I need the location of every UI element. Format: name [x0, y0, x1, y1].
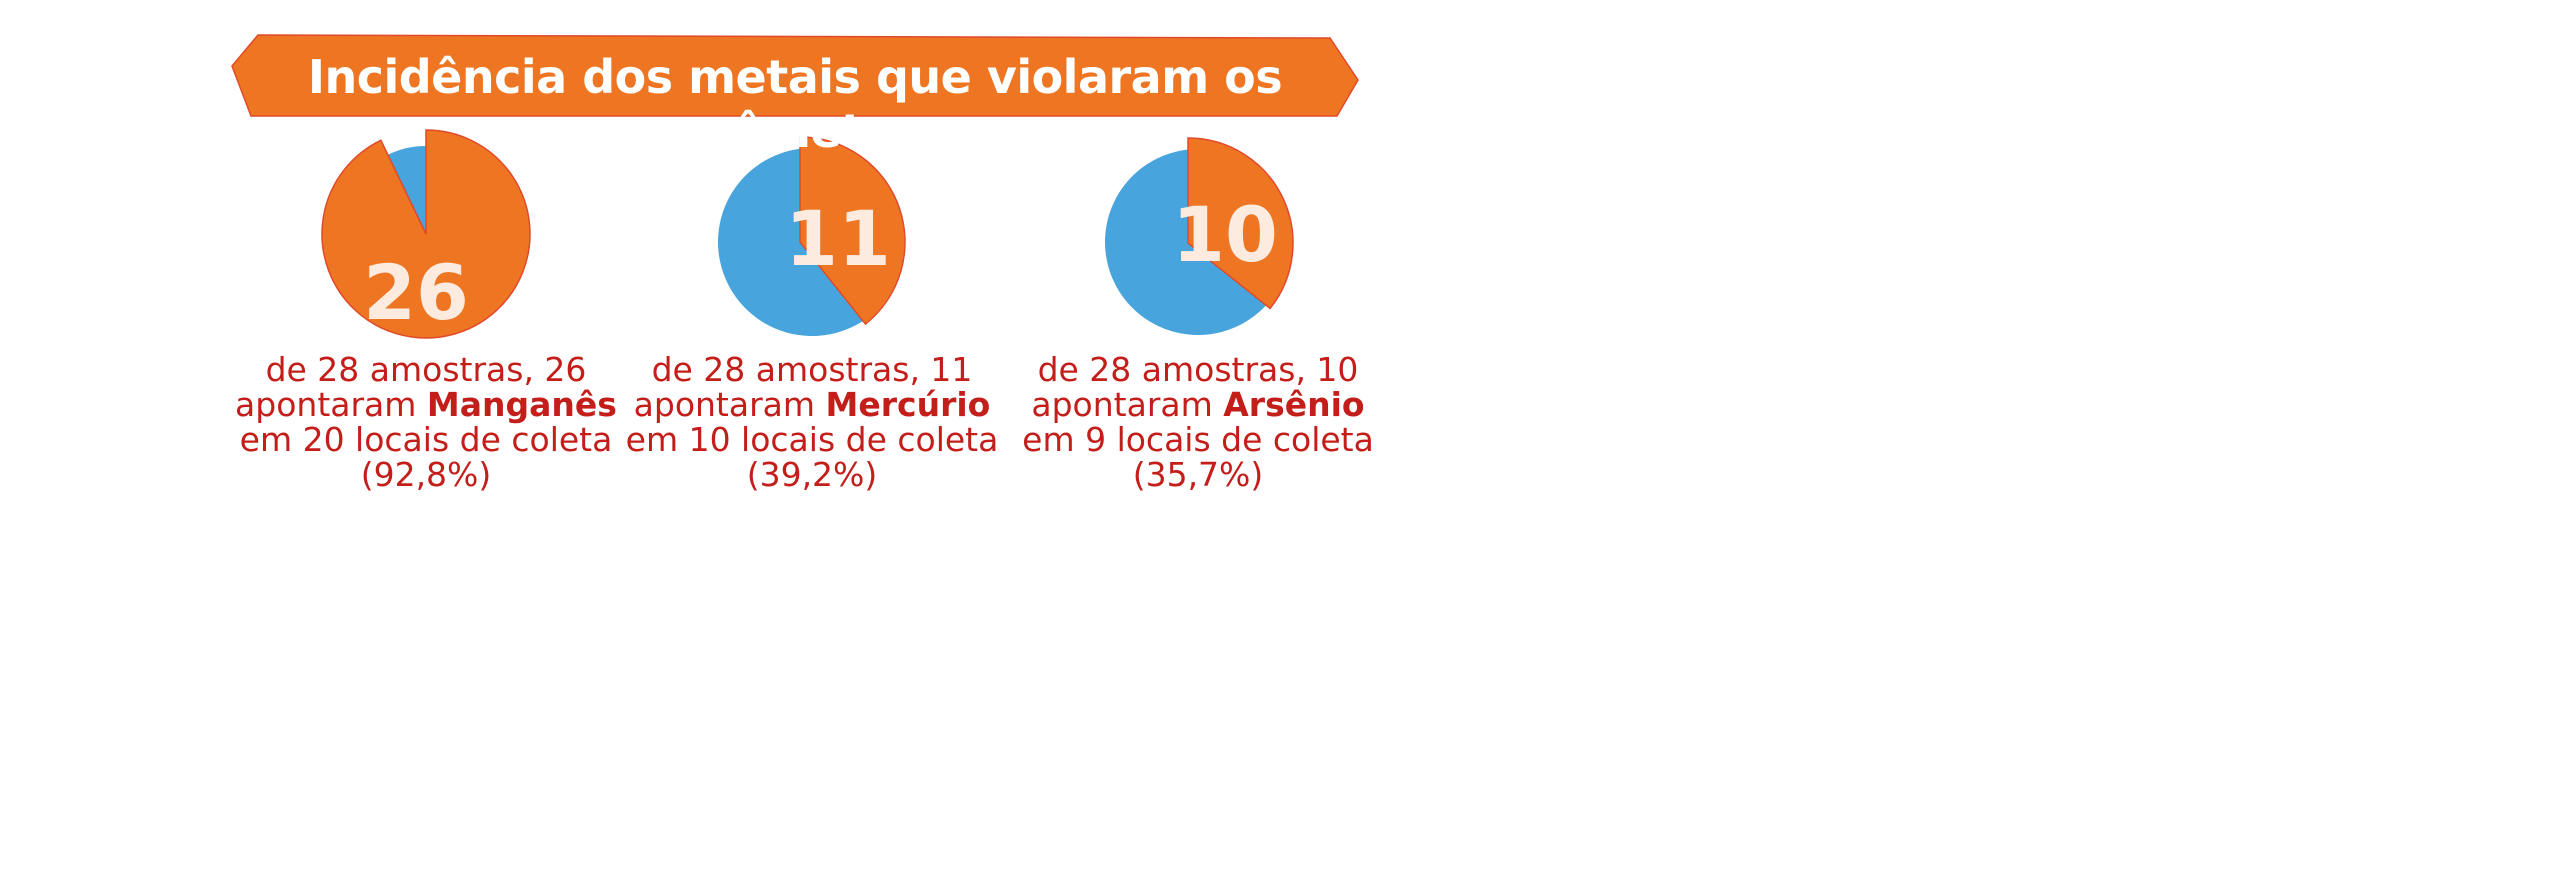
- caption-text: apontaram: [235, 385, 427, 424]
- page-title: Incidência dos metais que violaram os pa…: [307, 50, 1283, 158]
- metal-name: Manganês: [426, 385, 617, 424]
- title-banner: [231, 34, 1359, 117]
- pie-value-label: 11: [785, 194, 891, 283]
- caption-text: apontaram: [633, 385, 826, 424]
- caption-mercurio: de 28 amostras, 11 apontaram Mercúrio em…: [592, 352, 1032, 492]
- pie-slice-remaining: [387, 146, 426, 234]
- caption-line: em 20 locais de coleta: [239, 420, 613, 459]
- caption-line: apontaram Manganês: [206, 387, 646, 422]
- caption-percent: (35,7%): [1132, 455, 1264, 494]
- pie-value-label: 26: [363, 248, 469, 337]
- pie-value-label: 10: [1172, 190, 1278, 279]
- caption-line: de 28 amostras, 26: [265, 350, 587, 389]
- metal-name: Mercúrio: [825, 385, 991, 424]
- caption-line: em 9 locais de coleta: [1022, 420, 1374, 459]
- pie-slice-remaining: [717, 148, 871, 336]
- caption-line: apontaram Mercúrio: [592, 387, 1032, 422]
- caption-line: apontaram Arsênio: [978, 387, 1418, 422]
- caption-percent: (39,2%): [746, 455, 878, 494]
- pie-slice-violations: [799, 136, 906, 326]
- caption-manganes: de 28 amostras, 26 apontaram Manganês em…: [206, 352, 646, 492]
- caption-text: apontaram: [1031, 385, 1224, 424]
- caption-arsenio: de 28 amostras, 10 apontaram Arsênio em …: [978, 352, 1418, 492]
- pie-slice-violations: [321, 129, 531, 339]
- caption-percent: (92,8%): [360, 455, 492, 494]
- pie-slice-violations: [1187, 137, 1294, 310]
- caption-line: de 28 amostras, 11: [651, 350, 973, 389]
- caption-line: em 10 locais de coleta: [625, 420, 999, 459]
- metal-name: Arsênio: [1223, 385, 1365, 424]
- caption-line: de 28 amostras, 10: [1037, 350, 1359, 389]
